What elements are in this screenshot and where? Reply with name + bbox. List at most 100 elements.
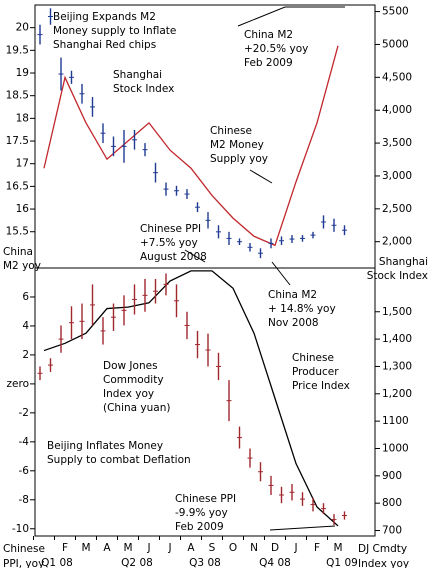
x-tick-label: D	[271, 542, 279, 554]
y2-tick-label: 800	[382, 497, 402, 509]
annotation: Stock Index	[113, 83, 174, 95]
annotation: -9.9% yoy	[175, 507, 228, 519]
y-tick-label: -4	[19, 436, 30, 448]
pointer	[271, 261, 291, 286]
annotation: Commodity	[103, 374, 164, 386]
pointer	[269, 525, 336, 531]
y2-tick-label: 5500	[382, 6, 409, 18]
pointer	[249, 169, 273, 184]
x-tick-label: J	[293, 542, 297, 554]
annotation: Dow Jones	[103, 360, 158, 372]
quarter-label: Q1 09	[326, 557, 358, 568]
y-tick-label: 17	[16, 158, 29, 170]
x-tick-label: M	[333, 542, 342, 554]
quarter-label: Q2 08	[121, 557, 153, 568]
annotation: Money supply to Inflate	[53, 25, 176, 37]
y-tick-label: 20	[16, 22, 29, 34]
quarter-label: Q3 08	[189, 557, 221, 568]
annotation: Shanghai	[113, 69, 162, 81]
y2-tick-label: 1,300	[382, 360, 412, 372]
annotation: Shanghai Red chips	[53, 39, 156, 51]
y-tick-label: 15.5	[6, 226, 29, 238]
x-tick-label: M	[123, 542, 132, 554]
annotation: Chinese	[292, 352, 334, 364]
y-tick-label: 16	[16, 203, 30, 215]
quarter-label: Q1 08	[41, 557, 73, 568]
annotation: China M2	[268, 289, 317, 301]
y-tick-label: zero	[7, 378, 29, 390]
y-axis-label: China	[3, 246, 33, 258]
y-tick-label: 17.5	[6, 135, 29, 147]
y2-axis-label: Stock Index	[367, 270, 428, 282]
y2-tick-label: 1100	[382, 415, 409, 427]
annotation: +20.5% yoy	[244, 43, 308, 55]
x-tick-label: F	[62, 542, 68, 554]
y2-tick-label: 1000	[382, 442, 409, 454]
y2-axis-label: Shanghai	[379, 256, 428, 268]
annotation: China M2	[244, 29, 293, 41]
y2-tick-label: 5000	[382, 38, 409, 50]
pointer	[184, 249, 206, 263]
y2-tick-label: 1,400	[382, 333, 412, 345]
annotation: (China yuan)	[103, 402, 170, 414]
y2-axis-label: DJ Cmdty	[358, 543, 407, 555]
y-tick-label: -6	[19, 465, 30, 477]
y2-axis-label: Index yoy	[358, 558, 409, 568]
y-tick-label: -8	[19, 494, 29, 506]
y2-tick-label: 4,500	[382, 71, 412, 83]
x-tick-label: O	[229, 542, 237, 554]
x-tick-label: A	[187, 542, 195, 554]
y-tick-label: -2	[19, 407, 29, 419]
annotation: Feb 2009	[244, 57, 293, 69]
y-tick-label: 19.5	[6, 44, 29, 56]
y2-tick-label: 2,500	[382, 203, 412, 215]
plot-frame	[34, 4, 376, 537]
annotation: Chinese PPI	[140, 223, 201, 235]
line	[43, 45, 339, 247]
annotation: Feb 2009	[175, 521, 224, 533]
y2-tick-label: 700	[382, 525, 402, 537]
y-tick-label: -10	[12, 523, 29, 535]
annotation: Supply yoy	[210, 153, 268, 165]
annotation: Chinese	[210, 125, 252, 137]
x-tick-label: J	[167, 542, 171, 554]
y-tick-label: 16.5	[6, 180, 29, 192]
annotation: Supply to combat Deflation	[47, 454, 191, 466]
x-tick-label: M	[81, 542, 90, 554]
y2-tick-label: 900	[382, 470, 402, 482]
x-tick-label: A	[103, 542, 111, 554]
annotation: Index yoy	[103, 388, 154, 400]
x-tick-label: J	[146, 542, 150, 554]
y2-tick-label: 4,000	[382, 104, 412, 116]
annotation: Producer	[292, 366, 339, 378]
y2-tick-label: 1,500	[382, 306, 412, 318]
quarter-label: Q4 08	[259, 557, 291, 568]
y-axis-label: Chinese	[3, 543, 45, 555]
annotation: Chinese PPI	[175, 493, 236, 505]
y-tick-label: 6	[22, 291, 29, 303]
y-tick-label: 4	[22, 320, 29, 332]
annotation: + 14.8% yoy	[268, 303, 336, 315]
x-tick-label: N	[250, 542, 258, 554]
y-axis-label: PPI, yoy	[3, 558, 44, 568]
y2-tick-label: 3,500	[382, 137, 412, 149]
annotation: Beijing Inflates Money	[47, 440, 163, 452]
y-tick-label: 18	[16, 112, 29, 124]
x-tick-label: F	[314, 542, 320, 554]
x-tick-label: S	[209, 542, 216, 554]
pointer	[237, 6, 345, 27]
annotation: Nov 2008	[268, 317, 319, 329]
y2-tick-label: 1,200	[382, 388, 412, 400]
y2-tick-label: 3,000	[382, 170, 412, 182]
annotation: Price Index	[292, 380, 350, 392]
y2-tick-label: 2,000	[382, 236, 412, 248]
annotation: August 2008	[140, 251, 207, 263]
annotation: +7.5% yoy	[140, 237, 198, 249]
annotation: Beijing Expands M2	[53, 11, 156, 23]
y-tick-label: 2	[22, 349, 29, 361]
annotation: M2 Money	[210, 139, 264, 151]
y-axis-label: M2 yoy	[3, 260, 41, 272]
y-tick-label: 19	[16, 67, 29, 79]
y-tick-label: 18.5	[6, 90, 29, 102]
